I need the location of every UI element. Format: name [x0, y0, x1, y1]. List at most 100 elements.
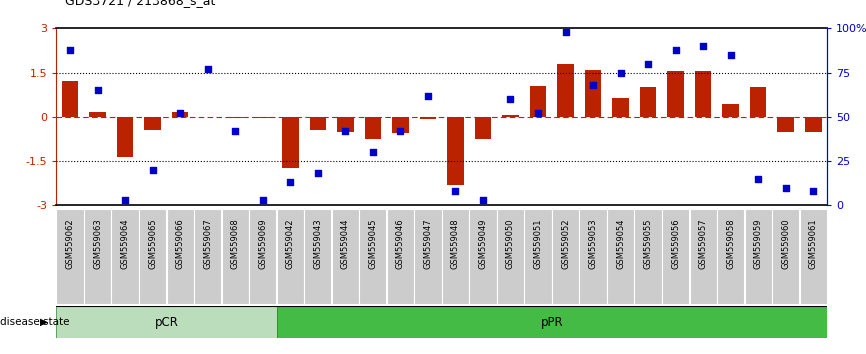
Bar	[778, 117, 794, 132]
Bar	[558, 64, 574, 117]
Bar	[249, 209, 276, 304]
Bar	[139, 209, 166, 304]
Bar	[475, 117, 491, 139]
Point	[696, 43, 710, 49]
Text: GSM559069: GSM559069	[258, 218, 268, 269]
Point	[531, 110, 545, 116]
Bar	[117, 117, 133, 156]
Text: GSM559056: GSM559056	[671, 218, 680, 269]
Bar	[607, 209, 634, 304]
Bar	[497, 209, 524, 304]
Bar	[585, 70, 601, 117]
Bar	[56, 209, 84, 304]
Point	[586, 82, 600, 88]
Bar	[612, 98, 629, 117]
Point	[393, 128, 407, 134]
Bar	[722, 104, 739, 117]
Text: GSM559044: GSM559044	[341, 218, 350, 269]
Bar	[552, 209, 579, 304]
Bar	[799, 209, 827, 304]
Bar	[640, 87, 656, 117]
Bar	[194, 209, 222, 304]
Bar	[222, 209, 249, 304]
Text: disease state: disease state	[0, 317, 69, 327]
Bar	[668, 71, 684, 117]
Text: GSM559057: GSM559057	[699, 218, 708, 269]
Point	[779, 185, 792, 190]
Bar	[717, 209, 745, 304]
Bar	[387, 209, 414, 304]
Bar	[56, 306, 276, 338]
Bar	[502, 115, 519, 117]
Bar	[171, 113, 189, 117]
Text: ▶: ▶	[40, 317, 48, 327]
Text: GSM559060: GSM559060	[781, 218, 791, 269]
Bar	[255, 117, 271, 118]
Bar	[365, 117, 381, 139]
Point	[311, 171, 325, 176]
Text: GSM559046: GSM559046	[396, 218, 405, 269]
Text: GSM559042: GSM559042	[286, 218, 294, 269]
Point	[173, 110, 187, 116]
Text: GSM559050: GSM559050	[506, 218, 515, 269]
Text: GSM559048: GSM559048	[451, 218, 460, 269]
Text: GSM559063: GSM559063	[93, 218, 102, 269]
Bar	[772, 209, 799, 304]
Point	[752, 176, 766, 182]
Text: GSM559052: GSM559052	[561, 218, 570, 269]
Bar	[276, 209, 304, 304]
Point	[641, 61, 655, 67]
Bar	[309, 117, 326, 130]
Point	[724, 52, 738, 58]
Text: GSM559043: GSM559043	[313, 218, 322, 269]
Bar	[579, 209, 607, 304]
Bar	[442, 209, 469, 304]
Point	[476, 197, 490, 203]
Text: GSM559058: GSM559058	[727, 218, 735, 269]
Bar	[304, 209, 332, 304]
Bar	[359, 209, 386, 304]
Text: pPR: pPR	[540, 316, 563, 329]
Bar	[61, 81, 78, 117]
Point	[201, 66, 215, 72]
Point	[339, 128, 352, 134]
Point	[669, 47, 682, 52]
Text: GSM559062: GSM559062	[66, 218, 74, 269]
Bar	[276, 306, 827, 338]
Point	[503, 96, 517, 102]
Text: GSM559065: GSM559065	[148, 218, 157, 269]
Point	[806, 188, 820, 194]
Point	[614, 70, 628, 75]
Text: GSM559055: GSM559055	[643, 218, 653, 269]
Text: GSM559066: GSM559066	[176, 218, 184, 269]
Point	[559, 29, 572, 35]
Bar	[84, 209, 111, 304]
Bar	[469, 209, 496, 304]
Point	[91, 87, 105, 93]
Bar	[227, 117, 243, 118]
Text: GDS3721 / 213868_s_at: GDS3721 / 213868_s_at	[65, 0, 216, 7]
Point	[145, 167, 159, 173]
Bar	[695, 71, 712, 117]
Bar	[420, 117, 436, 119]
Bar	[332, 209, 359, 304]
Bar	[530, 86, 546, 117]
Text: GSM559054: GSM559054	[616, 218, 625, 269]
Bar	[635, 209, 662, 304]
Bar	[662, 209, 689, 304]
Text: GSM559067: GSM559067	[204, 218, 212, 269]
Point	[63, 47, 77, 52]
Bar	[166, 209, 194, 304]
Text: GSM559064: GSM559064	[120, 218, 130, 269]
Bar	[337, 117, 353, 132]
Bar	[282, 117, 299, 169]
Bar	[689, 209, 717, 304]
Bar	[447, 117, 463, 185]
Point	[366, 149, 380, 155]
Point	[229, 128, 242, 134]
Text: GSM559061: GSM559061	[809, 218, 818, 269]
Bar	[392, 117, 409, 133]
Bar	[414, 209, 442, 304]
Bar	[145, 117, 161, 130]
Text: GSM559059: GSM559059	[753, 218, 763, 269]
